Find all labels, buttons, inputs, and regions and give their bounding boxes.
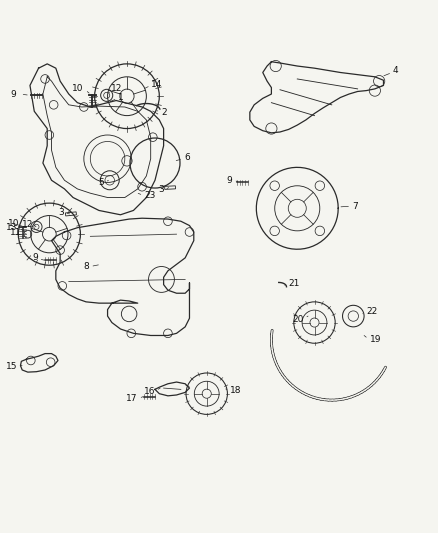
Bar: [65, 212, 77, 216]
Text: 3: 3: [58, 208, 64, 217]
Text: 4: 4: [393, 66, 399, 75]
Text: 18: 18: [230, 386, 242, 395]
Text: 12: 12: [111, 84, 122, 93]
Text: 5: 5: [99, 178, 104, 187]
Text: 23: 23: [144, 191, 155, 200]
Text: 17: 17: [126, 394, 138, 403]
Text: 1: 1: [118, 93, 124, 102]
Text: 10: 10: [72, 84, 84, 93]
Text: 8: 8: [84, 262, 89, 271]
Text: 9: 9: [227, 176, 233, 185]
Text: 7: 7: [353, 201, 358, 211]
Text: 12: 12: [22, 220, 33, 229]
Text: 19: 19: [370, 335, 381, 344]
Text: 20: 20: [292, 314, 304, 324]
Text: 3: 3: [158, 185, 164, 194]
Text: 10: 10: [8, 219, 19, 228]
Text: 14: 14: [151, 80, 162, 89]
Text: 21: 21: [289, 279, 300, 288]
Text: 22: 22: [366, 307, 378, 316]
Text: 9: 9: [32, 253, 38, 262]
Text: 9: 9: [11, 90, 16, 99]
Text: 15: 15: [6, 362, 17, 371]
Text: 16: 16: [144, 387, 155, 396]
Text: 2: 2: [162, 108, 167, 117]
Text: 11: 11: [10, 228, 21, 237]
Bar: [165, 186, 176, 189]
Text: 13: 13: [7, 223, 18, 232]
Text: 6: 6: [184, 154, 190, 163]
